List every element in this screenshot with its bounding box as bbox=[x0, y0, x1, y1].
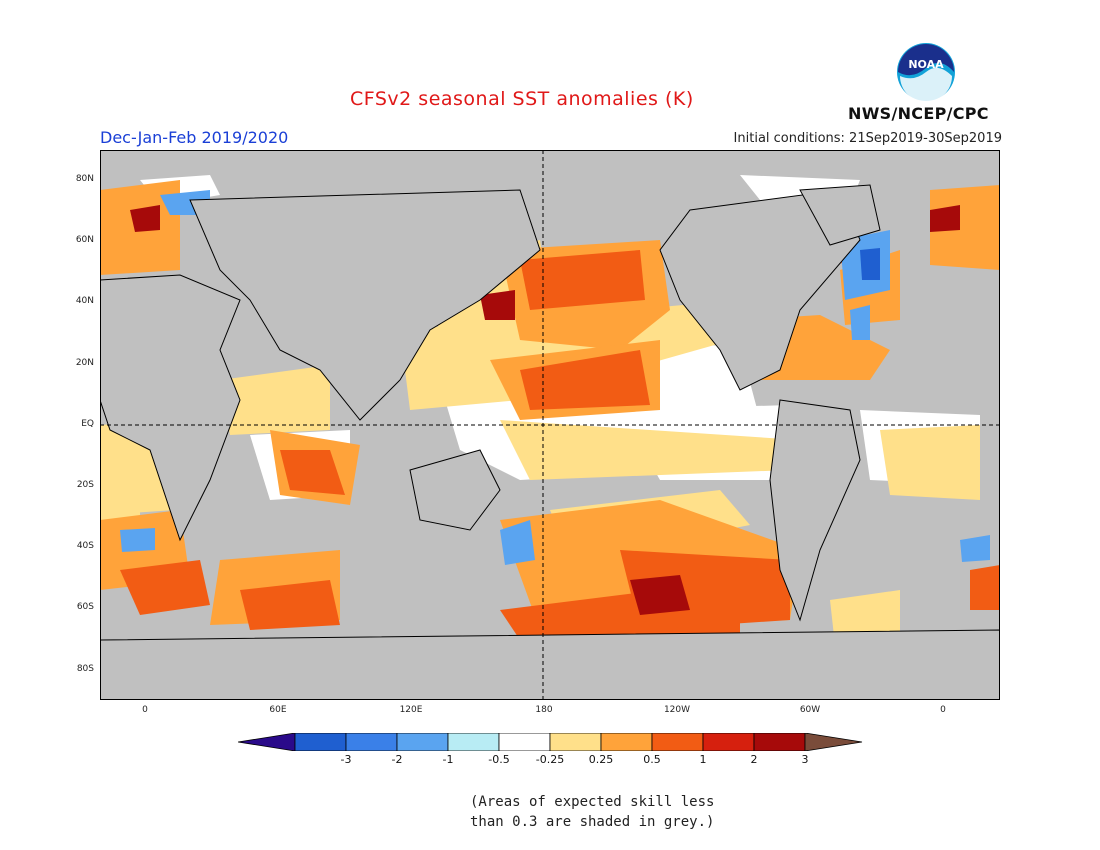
colorbar-tick-label: 3 bbox=[801, 753, 809, 766]
colorbar-box bbox=[549, 733, 602, 751]
colorbar-tick-label: 2 bbox=[750, 753, 758, 766]
lon-label-60w: 60W bbox=[799, 705, 821, 715]
agency-label: NWS/NCEP/CPC bbox=[848, 104, 989, 123]
noaa-logo-icon: NOAA bbox=[897, 43, 955, 102]
colorbar-tick-label: 0.5 bbox=[643, 753, 661, 766]
logo-text: NOAA bbox=[908, 58, 944, 71]
lon-label-180: 180 bbox=[535, 705, 553, 715]
lon-label-120w: 120W bbox=[663, 705, 691, 715]
colorbar-tick-label: 1 bbox=[699, 753, 707, 766]
colorbar-tick-label: -0.5 bbox=[488, 753, 510, 766]
colorbar-tick-label: -1 bbox=[442, 753, 454, 766]
lat-label-40s: 40S bbox=[76, 541, 94, 551]
skill-footnote: (Areas of expected skill less than 0.3 a… bbox=[470, 792, 730, 832]
strong-warm-anomaly-regions bbox=[120, 220, 1000, 640]
lat-label-80s: 80S bbox=[76, 664, 94, 674]
colorbar-tick-label: 0.25 bbox=[588, 753, 614, 766]
continent-outlines bbox=[100, 184, 1000, 700]
lon-label-0-east: 0 bbox=[940, 705, 946, 715]
lon-label-60e: 60E bbox=[269, 705, 287, 715]
lon-label-0: 0 bbox=[142, 705, 148, 715]
colorbar-box bbox=[651, 733, 704, 751]
initial-conditions-label: Initial conditions: 21Sep2019-30Sep2019 bbox=[733, 131, 1002, 146]
colorbar bbox=[238, 733, 863, 751]
colorbar-box bbox=[753, 733, 806, 751]
colorbar-max-arrow bbox=[804, 733, 863, 751]
lat-label-20n: 20N bbox=[75, 358, 94, 368]
colorbar-tick-label: -3 bbox=[340, 753, 352, 766]
footnote-line-1: (Areas of expected skill less bbox=[470, 794, 715, 810]
footnote-line-2: than 0.3 are shaded in grey.) bbox=[470, 814, 715, 830]
colorbar-box bbox=[702, 733, 755, 751]
sst-anomaly-map bbox=[100, 150, 1000, 700]
lon-label-120e: 120E bbox=[399, 705, 423, 715]
season-label: Dec-Jan-Feb 2019/2020 bbox=[100, 128, 289, 147]
lat-label-eq: EQ bbox=[81, 419, 94, 429]
colorbar-tick-label: -2 bbox=[391, 753, 403, 766]
colorbar-box bbox=[294, 733, 347, 751]
lat-label-40n: 40N bbox=[75, 296, 94, 306]
lat-label-60n: 60N bbox=[75, 235, 94, 245]
colorbar-box bbox=[396, 733, 449, 751]
colorbar-box bbox=[447, 733, 500, 751]
colorbar-box bbox=[498, 733, 551, 751]
chart-title: CFSv2 seasonal SST anomalies (K) bbox=[350, 88, 694, 110]
lat-label-80n: 80N bbox=[75, 174, 94, 184]
lat-label-20s: 20S bbox=[76, 480, 94, 490]
colorbar-box bbox=[345, 733, 398, 751]
lat-label-60s: 60S bbox=[76, 602, 94, 612]
colorbar-box bbox=[600, 733, 653, 751]
colorbar-tick-label: -0.25 bbox=[535, 753, 565, 766]
colorbar-min-arrow bbox=[238, 733, 296, 751]
